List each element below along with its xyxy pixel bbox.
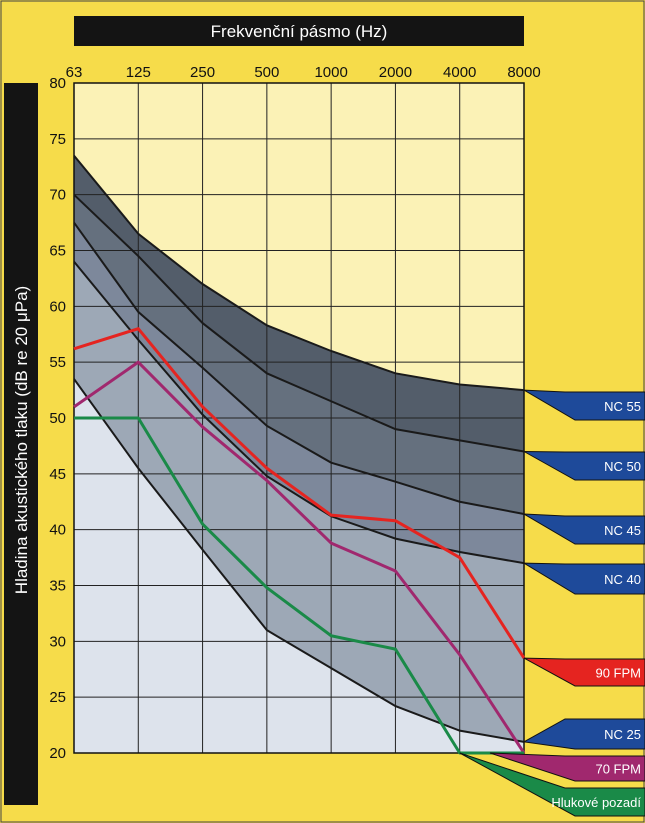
tag-shape-nc-25 (522, 718, 645, 750)
y-tick-label-25: 25 (49, 689, 66, 706)
tag-label-nc-45: NC 45 (604, 523, 641, 538)
y-tick-label-30: 30 (49, 633, 66, 650)
y-tick-label-60: 60 (49, 298, 66, 315)
nc-line-nc-50 (73, 193, 525, 453)
y-tick-label-65: 65 (49, 243, 66, 260)
tag-shape-hlukové-pozadí (459, 752, 645, 817)
y-tick-label-70: 70 (49, 187, 66, 204)
y-tick-label-35: 35 (49, 578, 66, 595)
y-tick-label-75: 75 (49, 131, 66, 148)
tag-label-70-fpm: 70 FPM (595, 762, 641, 777)
title-bar (74, 16, 524, 46)
x-tick-label-2000: 2000 (379, 64, 412, 81)
tag-label-nc-50: NC 50 (604, 459, 641, 474)
band-nc-50 (74, 194, 524, 515)
nc-line-nc-25 (73, 378, 525, 743)
band-nc-40 (74, 261, 524, 742)
tag-label-nc-55: NC 55 (604, 399, 641, 414)
y-tick-label-50: 50 (49, 410, 66, 427)
series-line-hlukové-pozadí (74, 416, 524, 755)
tag-label-nc-25: NC 25 (604, 727, 641, 742)
tag-shape-nc-50 (523, 451, 645, 481)
tag-shape-nc-40 (522, 562, 645, 595)
tag-shape-nc-55 (523, 389, 645, 421)
series-line-70-fpm (73, 360, 526, 754)
series-line-90-fpm (73, 327, 526, 659)
chart-title: Frekvenční pásmo (Hz) (211, 22, 388, 41)
y-tick-label-40: 40 (49, 522, 66, 539)
x-tick-label-1000: 1000 (314, 64, 347, 81)
x-tick-label-500: 500 (254, 64, 279, 81)
x-tick-label-4000: 4000 (443, 64, 476, 81)
band-below-nc-25 (74, 378, 524, 753)
x-tick-label-63: 63 (66, 64, 83, 81)
x-tick-label-250: 250 (190, 64, 215, 81)
tag-shape-90-fpm (523, 657, 645, 687)
tag-shape-70-fpm (489, 752, 645, 782)
y-tick-label-45: 45 (49, 466, 66, 483)
ylabel-bar (4, 83, 38, 805)
band-nc-55 (74, 155, 524, 452)
nc-line-nc-55 (73, 154, 525, 392)
nc-line-nc-45 (73, 221, 525, 516)
tag-label-nc-40: NC 40 (604, 572, 641, 587)
y-tick-label-20: 20 (49, 745, 66, 762)
tag-label-90-fpm: 90 FPM (595, 666, 641, 681)
x-tick-label-125: 125 (126, 64, 151, 81)
tag-label-hlukové-pozadí: Hlukové pozadí (551, 795, 641, 810)
y-axis-label: Hladina akustického tlaku (dB re 20 μPa) (12, 286, 31, 594)
y-tick-label-80: 80 (49, 75, 66, 92)
tag-shape-nc-45 (523, 513, 645, 545)
y-tick-label-55: 55 (49, 354, 66, 371)
x-tick-label-8000: 8000 (507, 64, 540, 81)
